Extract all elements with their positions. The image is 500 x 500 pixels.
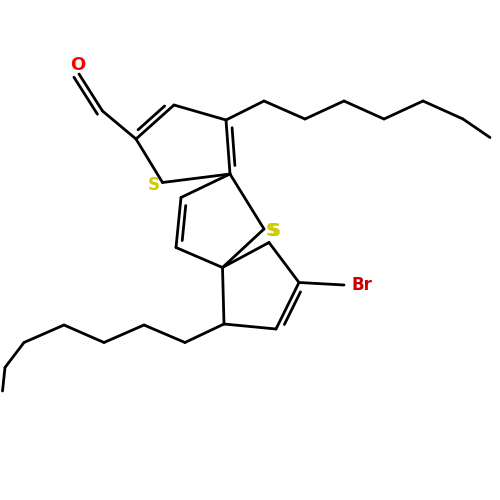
Text: S: S [269, 222, 281, 240]
Text: S: S [266, 222, 278, 240]
Text: O: O [70, 56, 86, 74]
Text: Br: Br [351, 276, 372, 294]
Text: S: S [148, 176, 160, 194]
